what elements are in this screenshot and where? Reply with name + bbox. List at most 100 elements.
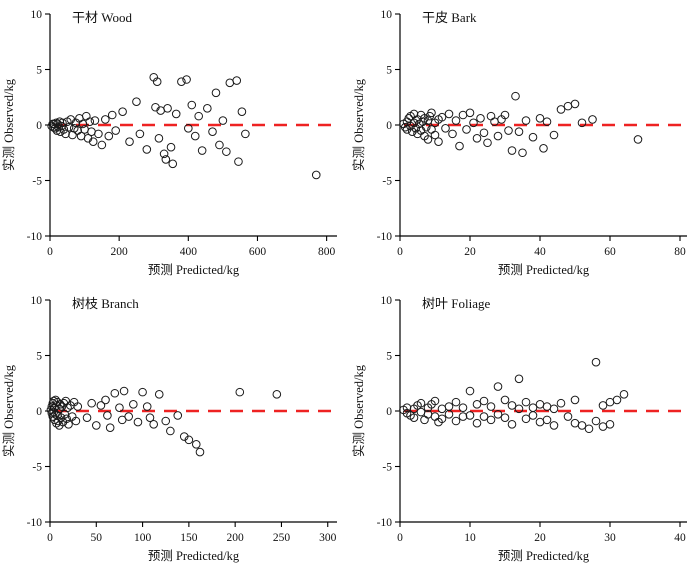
data-point: [61, 396, 71, 406]
y-axis-label: 实测 Observed/kg: [351, 364, 366, 457]
data-point: [448, 129, 457, 139]
data-point: [612, 395, 622, 405]
data-point: [430, 130, 440, 140]
y-tick-label: 5: [386, 65, 392, 77]
data-point: [187, 100, 197, 110]
data-point: [563, 101, 573, 111]
data-point: [479, 412, 489, 421]
chart-title: 干皮 Bark: [422, 10, 477, 25]
data-point: [182, 75, 191, 84]
x-axis-label: 预测 Predicted/kg: [148, 263, 240, 277]
data-point: [63, 403, 72, 412]
x-tick-label: 40: [674, 532, 686, 544]
data-point: [570, 418, 580, 428]
data-point: [103, 411, 112, 420]
data-point: [272, 390, 282, 399]
data-point: [234, 157, 243, 166]
y-tick-label: -10: [27, 517, 43, 529]
data-point: [409, 413, 419, 422]
data-point: [521, 414, 531, 424]
x-tick-label: 250: [273, 532, 291, 544]
data-point: [472, 400, 482, 409]
x-tick-label: 80: [674, 246, 686, 258]
data-point: [184, 124, 193, 133]
data-point: [458, 403, 468, 412]
data-point: [542, 402, 552, 411]
data-point: [125, 137, 134, 146]
y-tick-label: -5: [32, 176, 42, 188]
chart-title: 树叶 Foliage: [422, 296, 490, 311]
x-tick-label: 50: [91, 532, 103, 544]
data-point: [152, 77, 162, 87]
chart-bark: 0 20 40 60 80 -10 -5 0 5 10 干皮 Bark 预测 Predicted/kg…: [351, 9, 687, 277]
data-point: [486, 415, 496, 425]
y-tick-label: -10: [377, 231, 393, 243]
data-point: [465, 108, 475, 118]
x-tick-label: 800: [318, 246, 336, 258]
data-point: [163, 104, 172, 113]
data-point: [105, 423, 115, 432]
data-point: [416, 398, 426, 408]
data-point: [142, 145, 152, 154]
data-point: [110, 388, 120, 398]
data-point: [51, 395, 60, 405]
data-point: [507, 146, 517, 155]
y-tick-label: 10: [381, 295, 393, 307]
data-point: [500, 413, 510, 422]
data-point: [208, 127, 217, 136]
x-tick-label: 400: [180, 246, 198, 258]
data-point: [85, 117, 95, 126]
data-point: [197, 146, 207, 155]
x-tick-label: 40: [534, 246, 546, 258]
data-point: [437, 414, 447, 424]
data-point: [195, 447, 205, 457]
data-point: [570, 99, 580, 109]
y-tick-label: 5: [36, 351, 42, 363]
y-axis-label: 实测 Observed/kg: [1, 78, 16, 171]
x-tick-label: 100: [134, 532, 152, 544]
x-tick-label: 0: [47, 246, 53, 258]
chart-title: 干材 Wood: [72, 10, 132, 25]
data-point: [465, 411, 475, 420]
x-tick-label: 20: [534, 532, 546, 544]
data-point: [605, 420, 615, 429]
x-tick-label: 20: [464, 246, 476, 258]
data-point: [493, 382, 503, 391]
data-point: [584, 424, 594, 434]
data-point: [507, 401, 517, 410]
data-point: [168, 159, 178, 169]
y-tick-label: 0: [36, 406, 42, 418]
data-point: [222, 147, 231, 156]
data-point: [104, 131, 114, 141]
data-point: [138, 387, 147, 397]
data-point: [115, 403, 124, 412]
data-point: [62, 414, 71, 424]
data-point: [87, 398, 96, 408]
data-point: [190, 131, 200, 141]
data-point: [142, 402, 152, 411]
x-tick-label: 200: [227, 532, 245, 544]
data-point: [591, 357, 601, 367]
data-point: [203, 104, 212, 113]
data-point: [166, 426, 175, 436]
data-point: [493, 131, 503, 141]
y-tick-label: 10: [31, 9, 43, 21]
data-point: [96, 401, 106, 410]
data-point: [149, 420, 158, 429]
data-point: [542, 117, 552, 126]
data-point: [444, 402, 454, 411]
data-point: [194, 111, 203, 121]
x-tick-label: 0: [397, 532, 403, 544]
data-point: [434, 137, 443, 146]
data-point: [237, 107, 247, 116]
data-point: [420, 415, 429, 425]
y-tick-label: -5: [32, 462, 42, 474]
data-point: [430, 412, 440, 421]
data-point: [507, 420, 517, 429]
data-point: [68, 130, 77, 140]
x-tick-label: 200: [111, 246, 129, 258]
data-point: [119, 386, 129, 396]
data-point: [465, 386, 475, 396]
data-point: [94, 129, 103, 139]
data-point: [563, 412, 573, 421]
